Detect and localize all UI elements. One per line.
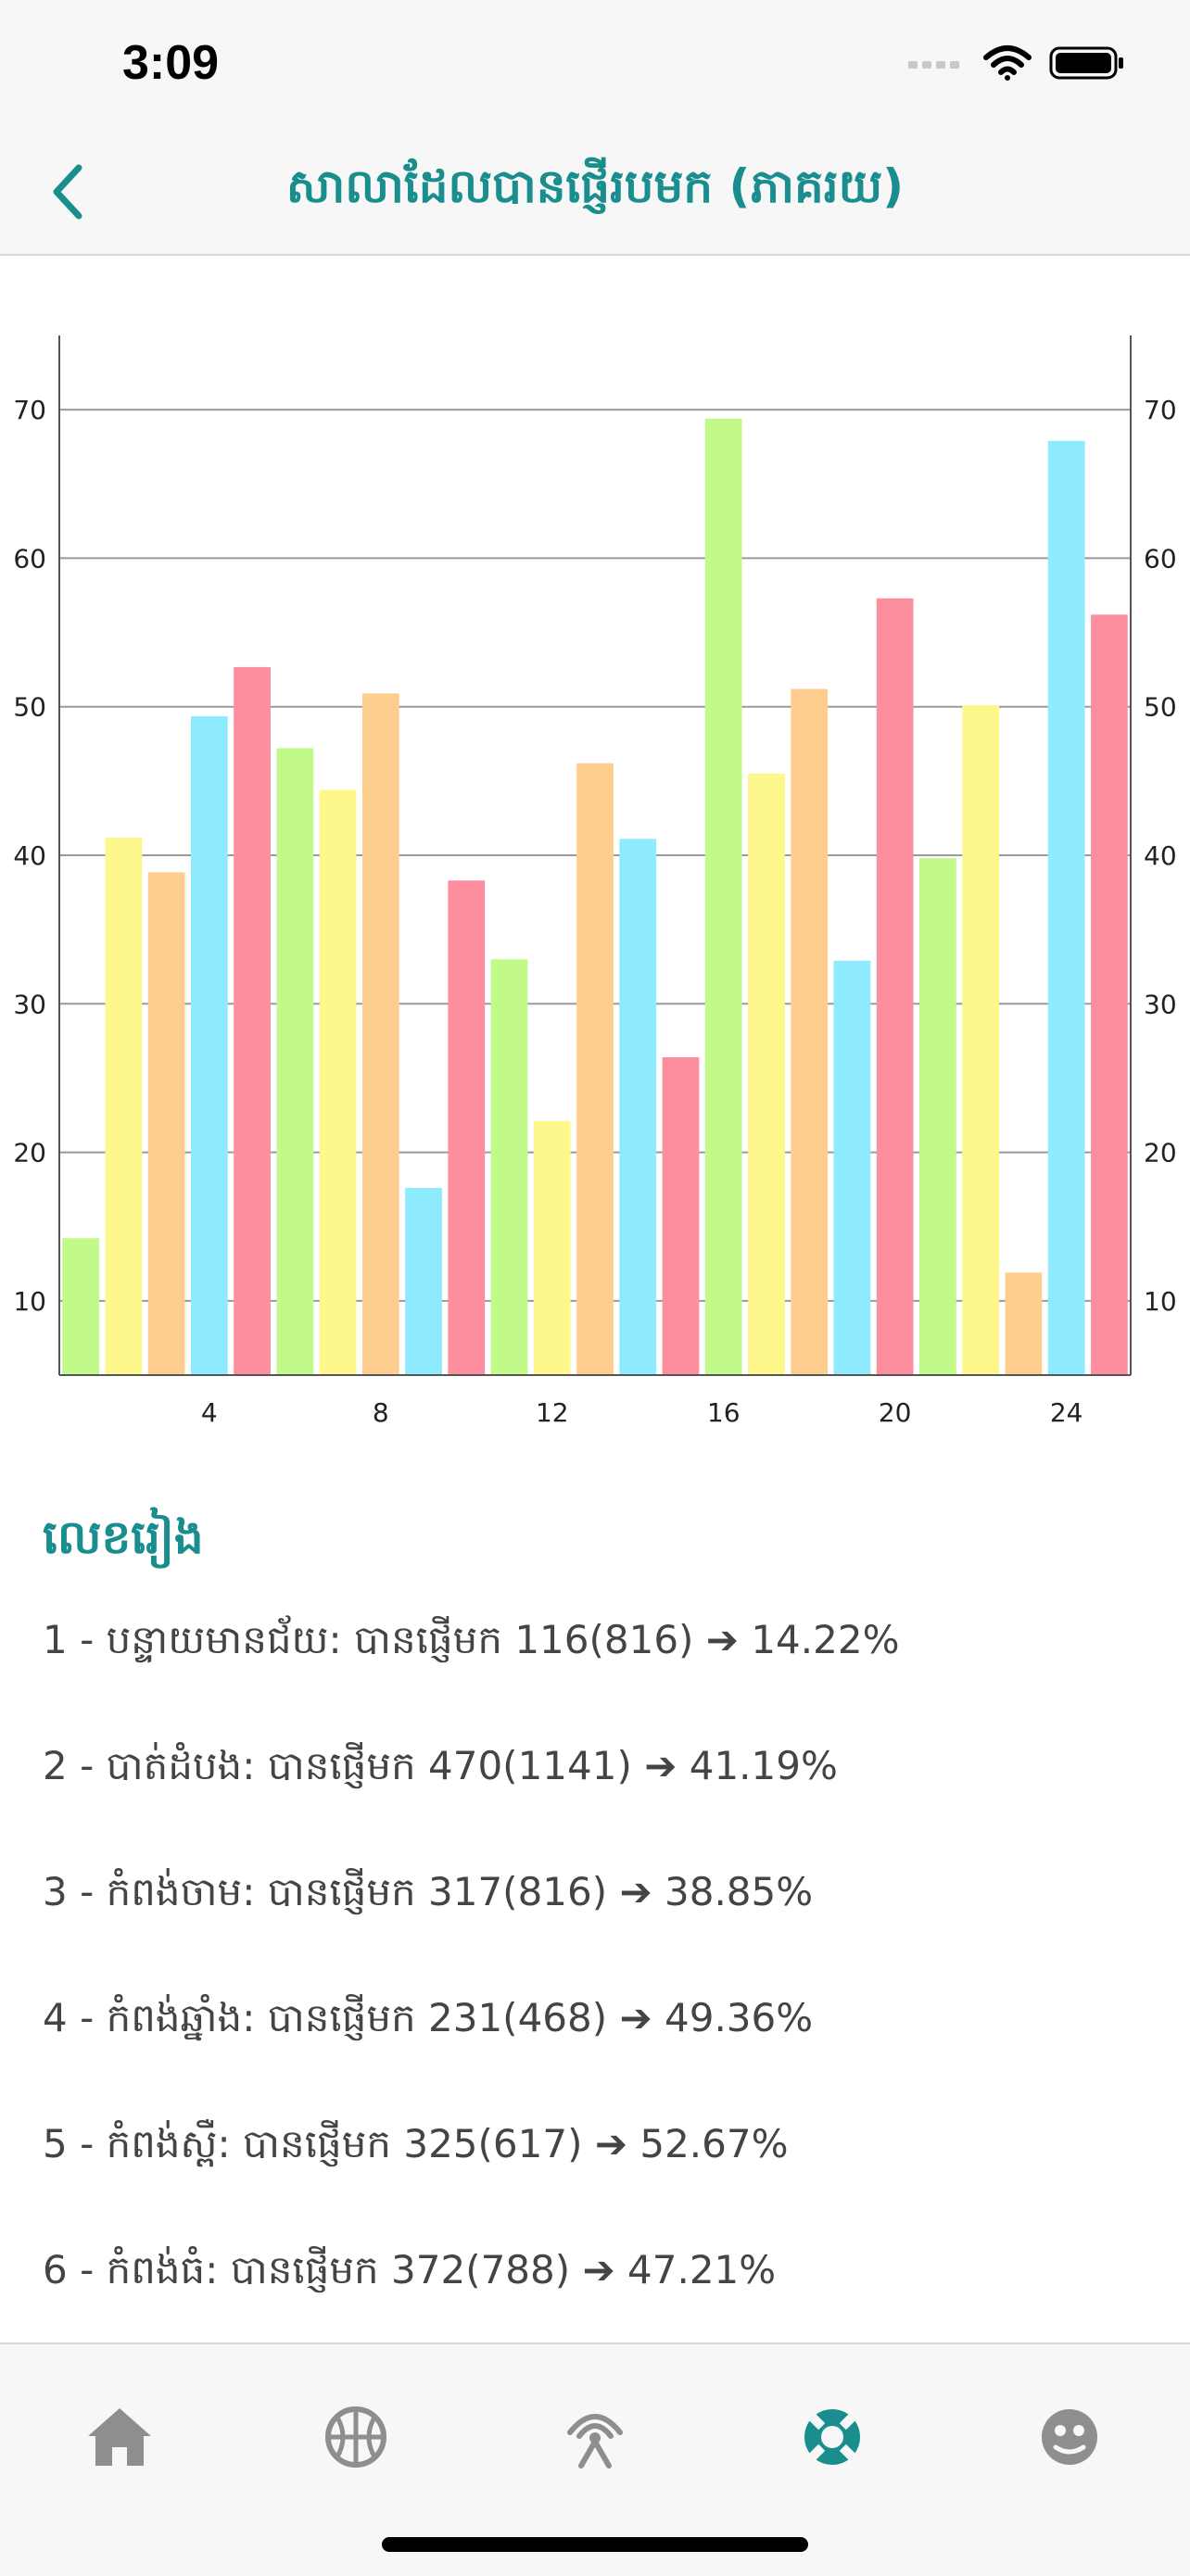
y-tick-label-left: 30	[13, 989, 46, 1019]
x-tick-label: 20	[879, 1397, 912, 1428]
page-title: សាលាដែលបានផ្ញើរបមក (ភាគរយ)	[285, 159, 905, 213]
y-tick-label-left: 40	[13, 840, 46, 871]
wifi-icon	[983, 45, 1032, 81]
bar	[533, 1120, 571, 1375]
bar	[361, 693, 399, 1375]
x-tick-label: 12	[536, 1397, 569, 1428]
y-tick-label-right: 40	[1144, 840, 1177, 871]
bar	[576, 763, 614, 1375]
legend-item: 6 - កំពង់ធំ: បានផ្ញើមក 372(788) ➔ 47.21%	[43, 2247, 777, 2292]
y-tick-label-right: 10	[1144, 1286, 1177, 1317]
bar	[1005, 1272, 1043, 1375]
x-tick-label: 4	[201, 1397, 218, 1428]
legend-list: 1 - បន្ទាយមានជ័យ: បានផ្ញើមក 116(816) ➔ 1…	[43, 1612, 1155, 2368]
tab-home[interactable]	[73, 2391, 166, 2483]
bar	[748, 773, 785, 1375]
bar	[234, 666, 271, 1375]
bar	[704, 418, 742, 1375]
y-tick-label-left: 60	[13, 543, 46, 574]
bar	[833, 960, 871, 1375]
bar	[147, 872, 185, 1375]
bar	[405, 1188, 442, 1375]
bar	[448, 880, 486, 1375]
status-icons	[906, 44, 1125, 82]
y-tick-label-left: 20	[13, 1138, 46, 1168]
home-icon	[88, 2408, 151, 2466]
legend-item: 3 - កំពង់ចាម: បានផ្ញើមក 317(816) ➔ 38.85…	[43, 1869, 814, 1914]
nav-bar: សាលាដែលបានផ្ញើរបមក (ភាគរយ)	[0, 130, 1190, 256]
bar	[319, 789, 357, 1375]
y-tick-label-right: 60	[1144, 543, 1177, 574]
x-tick-label: 16	[707, 1397, 741, 1428]
bar-chart-svg: 10 10 20 20 30 30 40 40 50 50 60 60 70 70 4 8 12 16 20 24	[13, 335, 1177, 1428]
bar	[919, 858, 956, 1375]
y-tick-label-left: 10	[13, 1286, 46, 1317]
y-tick-label-left: 50	[13, 692, 46, 723]
back-button[interactable]	[26, 150, 109, 234]
y-tick-label-right: 20	[1144, 1138, 1177, 1168]
radio-tower-icon	[567, 2414, 623, 2469]
bar	[662, 1056, 700, 1375]
y-tick-label-right: 50	[1144, 692, 1177, 723]
legend-item: 5 - កំពង់ស្ពឺ: បានផ្ញើមក 325(617) ➔ 52.6…	[43, 2121, 789, 2166]
bar	[791, 688, 829, 1375]
bar	[1090, 614, 1128, 1375]
y-tick-label-right: 70	[1144, 395, 1177, 425]
tab-basketball[interactable]	[310, 2391, 402, 2483]
bar	[490, 959, 528, 1375]
bar	[190, 715, 228, 1375]
status-bar: 3:09	[0, 0, 1190, 130]
legend-item: 2 - បាត់ដំបង: បានផ្ញើមក 470(1141) ➔ 41.1…	[43, 1743, 838, 1788]
tab-face[interactable]	[1023, 2391, 1116, 2483]
battery-icon	[1049, 46, 1123, 80]
status-time: 3:09	[122, 36, 220, 90]
bar	[1047, 440, 1085, 1375]
legend-title: លេខរៀង	[43, 1510, 204, 1564]
chevron-left-icon	[53, 164, 82, 220]
y-tick-label-left: 70	[13, 395, 46, 425]
bar	[619, 839, 657, 1375]
x-tick-label: 24	[1050, 1397, 1083, 1428]
bar	[62, 1238, 100, 1375]
tab-radio[interactable]	[549, 2391, 641, 2483]
bar	[876, 598, 914, 1375]
tab-lifebuoy[interactable]	[786, 2391, 879, 2483]
legend-item: 4 - កំពង់ឆ្នាំង: បានផ្ញើមក 231(468) ➔ 49…	[43, 1995, 814, 2040]
bar	[105, 837, 143, 1375]
y-tick-label-right: 30	[1144, 989, 1177, 1019]
bar-chart: 10 10 20 20 30 30 40 40 50 50 60 60 70 70 4 8 12 16 20 24	[0, 306, 1190, 1436]
bar	[962, 705, 1000, 1375]
home-indicator	[382, 2537, 808, 2552]
x-tick-label: 8	[373, 1397, 389, 1428]
basketball-icon	[325, 2406, 386, 2468]
bar	[276, 748, 314, 1375]
face-icon	[1042, 2409, 1097, 2465]
lifebuoy-icon	[804, 2409, 860, 2465]
legend-item: 1 - បន្ទាយមានជ័យ: បានផ្ញើមក 116(816) ➔ 1…	[43, 1617, 900, 1662]
cellular-signal-icon	[908, 61, 959, 69]
